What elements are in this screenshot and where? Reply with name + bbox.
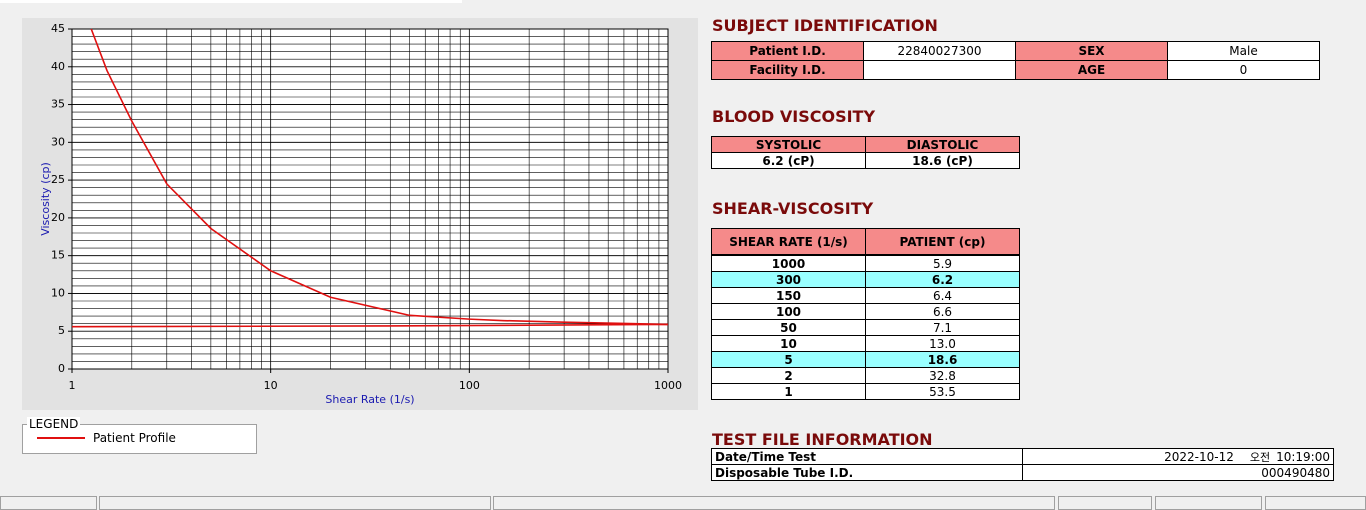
table-cell: Date/Time Test [711, 448, 1023, 465]
table-cell [863, 60, 1016, 80]
table-cell: 100 [711, 303, 866, 320]
data-line [71, 323, 669, 328]
table-cell: 5 [711, 351, 866, 368]
table-cell: 300 [711, 271, 866, 288]
y-tick-label: 45 [51, 22, 65, 35]
table-cell: Facility I.D. [711, 60, 864, 80]
x-tick-label: 1 [69, 379, 76, 392]
y-tick-label: 40 [51, 60, 65, 73]
table-cell: PATIENT (cp) [865, 228, 1020, 255]
legend-title: LEGEND [27, 417, 81, 431]
y-tick-label: 30 [51, 135, 65, 148]
chart: Shear Rate (1/s) Viscosity (cp) 0 5 10 15 20… [22, 18, 698, 410]
table-cell: 1000 [711, 255, 866, 272]
table-cell: 2 [711, 367, 866, 384]
legend: LEGEND Patient Profile [22, 417, 257, 454]
heading: SHEAR-VISCOSITY [712, 199, 874, 218]
table-cell: SHEAR RATE (1/s) [711, 228, 866, 255]
heading: BLOOD VISCOSITY [712, 107, 876, 126]
top-strip [0, 0, 462, 3]
legend-label: Patient Profile [93, 431, 176, 445]
y-tick-label: 0 [58, 362, 65, 375]
date-part: 10:19:00 [1276, 449, 1330, 464]
y-tick-label: 25 [51, 173, 65, 186]
table-cell: AGE [1015, 60, 1168, 80]
y-axis-label: Viscosity (cp) [39, 162, 52, 236]
table-cell: 7.1 [865, 319, 1020, 336]
table-cell: DIASTOLIC [865, 136, 1020, 153]
x-tick-label: 1000 [654, 379, 682, 392]
table-cell: 18.6 [865, 351, 1020, 368]
y-tick-label: 10 [51, 286, 65, 299]
y-tick-label: 5 [58, 324, 65, 337]
table-cell: 150 [711, 287, 866, 304]
legend-entry: Patient Profile [37, 431, 176, 445]
table-cell: 5.9 [865, 255, 1020, 272]
heading: SUBJECT IDENTIFICATION [712, 16, 938, 35]
table-cell: SYSTOLIC [711, 136, 866, 153]
date-part: 2022-10-12 [1164, 449, 1234, 464]
date-part: 오전 [1249, 450, 1271, 464]
table-cell: 50 [711, 319, 866, 336]
table-cell: 6.6 [865, 303, 1020, 320]
y-tick-label: 20 [51, 211, 65, 224]
plot-area [72, 29, 668, 369]
x-tick-label: 10 [264, 379, 278, 392]
table-cell: 13.0 [865, 335, 1020, 352]
table-cell: 0 [1167, 60, 1320, 80]
x-tick-label: 100 [459, 379, 480, 392]
table-cell: 6.2 (cP) [711, 152, 866, 169]
legend-swatch [37, 437, 85, 439]
table-cell: 22840027300 [863, 41, 1016, 61]
table-cell: Male [1167, 41, 1320, 61]
data-line [90, 28, 669, 326]
y-tick-label: 35 [51, 98, 65, 111]
table-cell: 32.8 [865, 367, 1020, 384]
table-cell: 6.4 [865, 287, 1020, 304]
table-cell: 53.5 [865, 383, 1020, 400]
table-cell: 2022-10-12 오전 10:19:00 [1022, 448, 1334, 465]
x-axis-label: Shear Rate (1/s) [325, 393, 414, 406]
heading: TEST FILE INFORMATION [712, 430, 933, 449]
table-cell: 6.2 [865, 271, 1020, 288]
plot-frame [71, 28, 669, 370]
y-tick-label: 15 [51, 249, 65, 262]
table-cell: 1 [711, 383, 866, 400]
table-cell: 18.6 (cP) [865, 152, 1020, 169]
table-cell: 000490480 [1022, 464, 1334, 481]
table-cell: 10 [711, 335, 866, 352]
table-cell: Disposable Tube I.D. [711, 464, 1023, 481]
table-cell: SEX [1015, 41, 1168, 61]
table-cell: Patient I.D. [711, 41, 864, 61]
